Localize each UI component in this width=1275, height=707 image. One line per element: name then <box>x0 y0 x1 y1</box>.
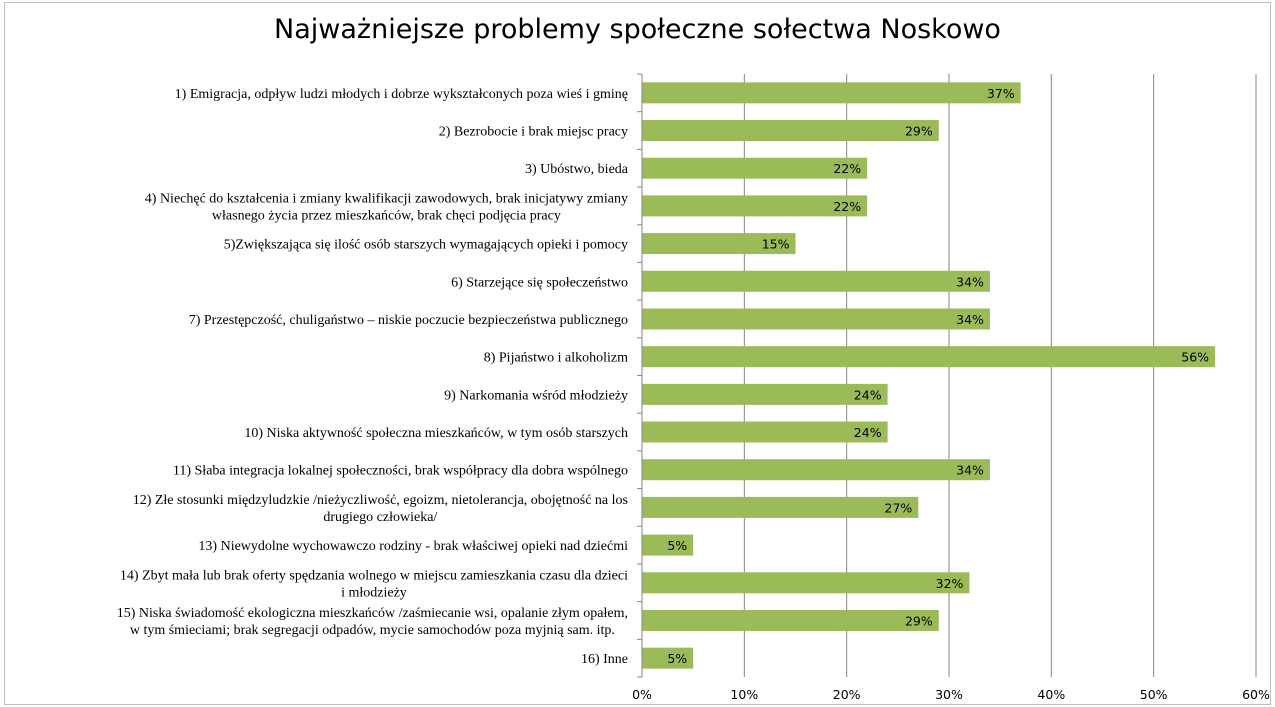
category-label: 2) Bezrobocie i brak miejsc pracy <box>439 125 628 140</box>
bar <box>642 120 939 142</box>
category-label: 4) Niechęć do kształcenia i zmiany kwali… <box>145 191 628 223</box>
x-tick-label: 30% <box>935 687 963 702</box>
category-label: 8) Pijaństwo i alkoholizm <box>484 351 628 366</box>
bar <box>642 233 796 255</box>
category-label: 1) Emigracja, odpływ ludzi młodych i dob… <box>175 87 628 102</box>
data-label: 56% <box>1181 350 1209 365</box>
bar <box>642 270 990 292</box>
x-tick-label: 20% <box>833 687 861 702</box>
data-label: 24% <box>854 387 882 402</box>
data-label: 34% <box>956 312 984 327</box>
category-label: 15) Niska świadomość ekologiczna mieszka… <box>117 606 628 638</box>
data-label: 22% <box>833 161 861 176</box>
x-tick-label: 50% <box>1140 687 1168 702</box>
category-label: 12) Złe stosunki międzyludzkie /nieżyczl… <box>133 493 628 525</box>
data-label: 37% <box>987 86 1015 101</box>
bar <box>642 572 970 594</box>
category-label: 3) Ubóstwo, bieda <box>525 162 629 177</box>
bar <box>642 308 990 330</box>
bar <box>642 609 939 631</box>
category-label: 13) Niewydolne wychowawczo rodziny - bra… <box>198 539 628 554</box>
x-tick-label: 0% <box>632 687 652 702</box>
bar <box>642 534 694 556</box>
chart-frame <box>4 2 1271 705</box>
category-label: 7) Przestępczość, chuligaństwo – niskie … <box>189 313 628 328</box>
data-label: 5% <box>667 651 687 666</box>
category-label: 6) Starzejące się społeczeństwo <box>451 275 628 290</box>
category-label: 11) Słaba integracja lokalnej społecznoś… <box>173 464 628 479</box>
category-label: 9) Narkomania wśród młodzieży <box>444 388 628 403</box>
x-tick-label: 10% <box>730 687 758 702</box>
category-label: 14) Zbyt mała lub brak oferty spędzania … <box>120 568 628 600</box>
bar <box>642 82 1021 104</box>
data-label: 5% <box>667 538 687 553</box>
bar <box>642 459 990 481</box>
bar <box>642 421 888 443</box>
data-label: 15% <box>762 237 790 252</box>
data-label: 34% <box>956 463 984 478</box>
bar <box>642 195 868 217</box>
data-label: 22% <box>833 199 861 214</box>
bar <box>642 346 1216 368</box>
x-tick-label: 60% <box>1242 687 1270 702</box>
bar <box>642 383 888 405</box>
data-label: 32% <box>936 576 964 591</box>
category-label: 16) Inne <box>581 652 628 667</box>
chart-title: Najważniejsze problemy społeczne sołectw… <box>274 14 1001 45</box>
data-label: 34% <box>956 274 984 289</box>
bar <box>642 157 868 179</box>
data-label: 29% <box>905 124 933 139</box>
bar <box>642 496 919 518</box>
data-label: 24% <box>854 425 882 440</box>
x-tick-label: 40% <box>1037 687 1065 702</box>
data-label: 27% <box>885 500 913 515</box>
category-label: 10) Niska aktywność społeczna mieszkańcó… <box>244 426 628 441</box>
data-label: 29% <box>905 613 933 628</box>
category-label: 5)Zwiększająca się ilość osób starszych … <box>224 238 628 253</box>
bar <box>642 647 694 669</box>
